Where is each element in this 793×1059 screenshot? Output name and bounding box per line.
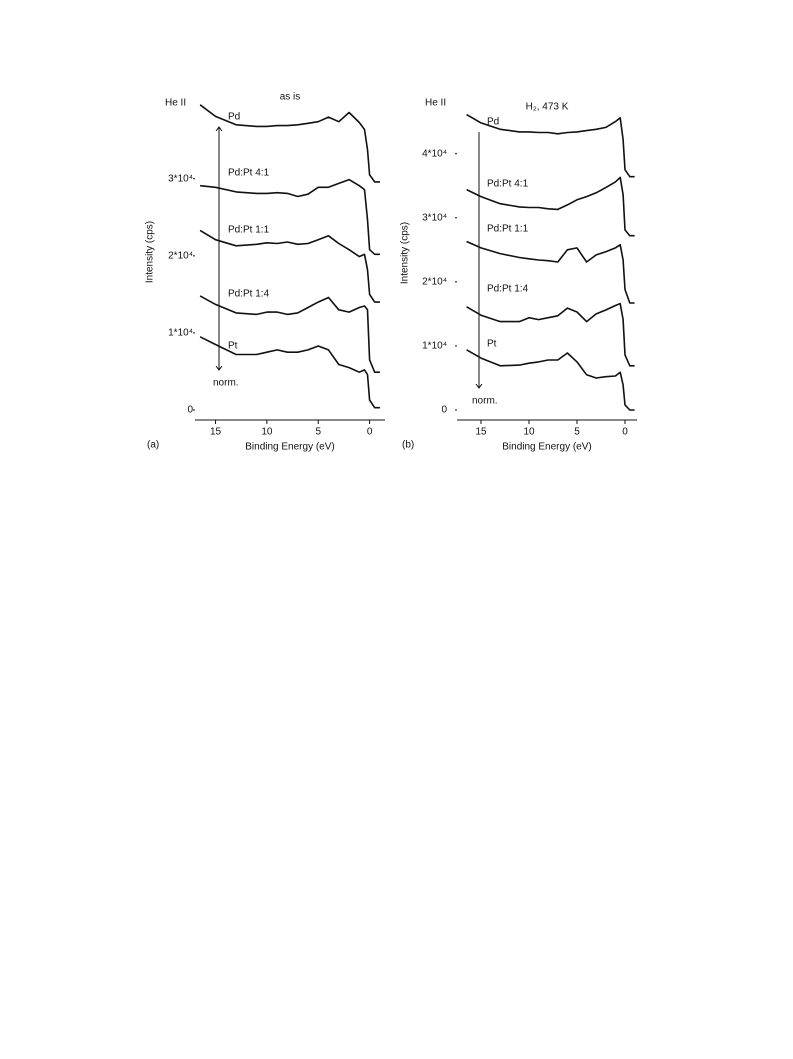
series-label: Pd:Pt 4:1 [228,168,270,179]
series-label: Pd:Pt 1:4 [487,284,529,295]
series-label: Pt [487,339,497,350]
y-axis-label: Intensity (cps) [145,221,156,283]
series-line [199,104,380,183]
series-line [200,178,380,256]
y-tick-label: 3*10⁴ [168,173,193,184]
chart-title: H₂, 473 K [526,102,569,113]
x-tick-label: 5 [574,427,580,438]
series-line [199,295,380,373]
x-tick-label: 5 [315,427,321,438]
y-tick-label: 4*10⁴ [422,148,447,159]
series-line [466,349,635,411]
series-line [466,302,635,367]
y-tick-label: 2*10⁴ [422,276,447,287]
x-tick-label: 0 [367,427,373,438]
annotation: norm. [472,396,498,407]
series-label: Pd [487,117,499,128]
y-tick-label: 0 [187,405,193,416]
annotation: norm. [213,378,239,389]
series-label: Pd:Pt 1:4 [228,289,270,300]
x-tick-label: 0 [622,427,628,438]
y-tick-label: 2*10⁴ [168,250,193,261]
y-tick-label: 1*10⁴ [168,328,193,339]
y-tick-label: 3*10⁴ [422,212,447,223]
series-label: Pd:Pt 4:1 [487,179,529,190]
series-label: Pd [228,112,240,123]
x-tick-label: 15 [210,427,222,438]
x-tick-label: 10 [523,427,535,438]
y-axis-label: Intensity (cps) [400,222,411,284]
series-line [199,336,380,409]
series-line [199,229,380,303]
x-axis-label: Binding Energy (eV) [245,442,335,453]
y-tick-label: 1*10⁴ [422,341,447,352]
x-tick-label: 10 [261,427,273,438]
series-line [466,113,635,178]
chart-title: as is [280,92,301,103]
series-label: Pd:Pt 1:1 [487,224,529,235]
series-label: Pt [228,341,238,352]
y-tick-label: 0 [441,405,447,416]
corner-label: He II [165,98,186,109]
series-line [466,240,635,304]
x-axis-label: Binding Energy (eV) [502,442,592,453]
series-label: Pd:Pt 1:1 [228,225,270,236]
corner-label: He II [425,98,446,109]
panel-label: (a) [147,440,159,451]
x-tick-label: 15 [475,427,487,438]
series-line [466,176,635,237]
panel-label: (b) [402,440,414,451]
